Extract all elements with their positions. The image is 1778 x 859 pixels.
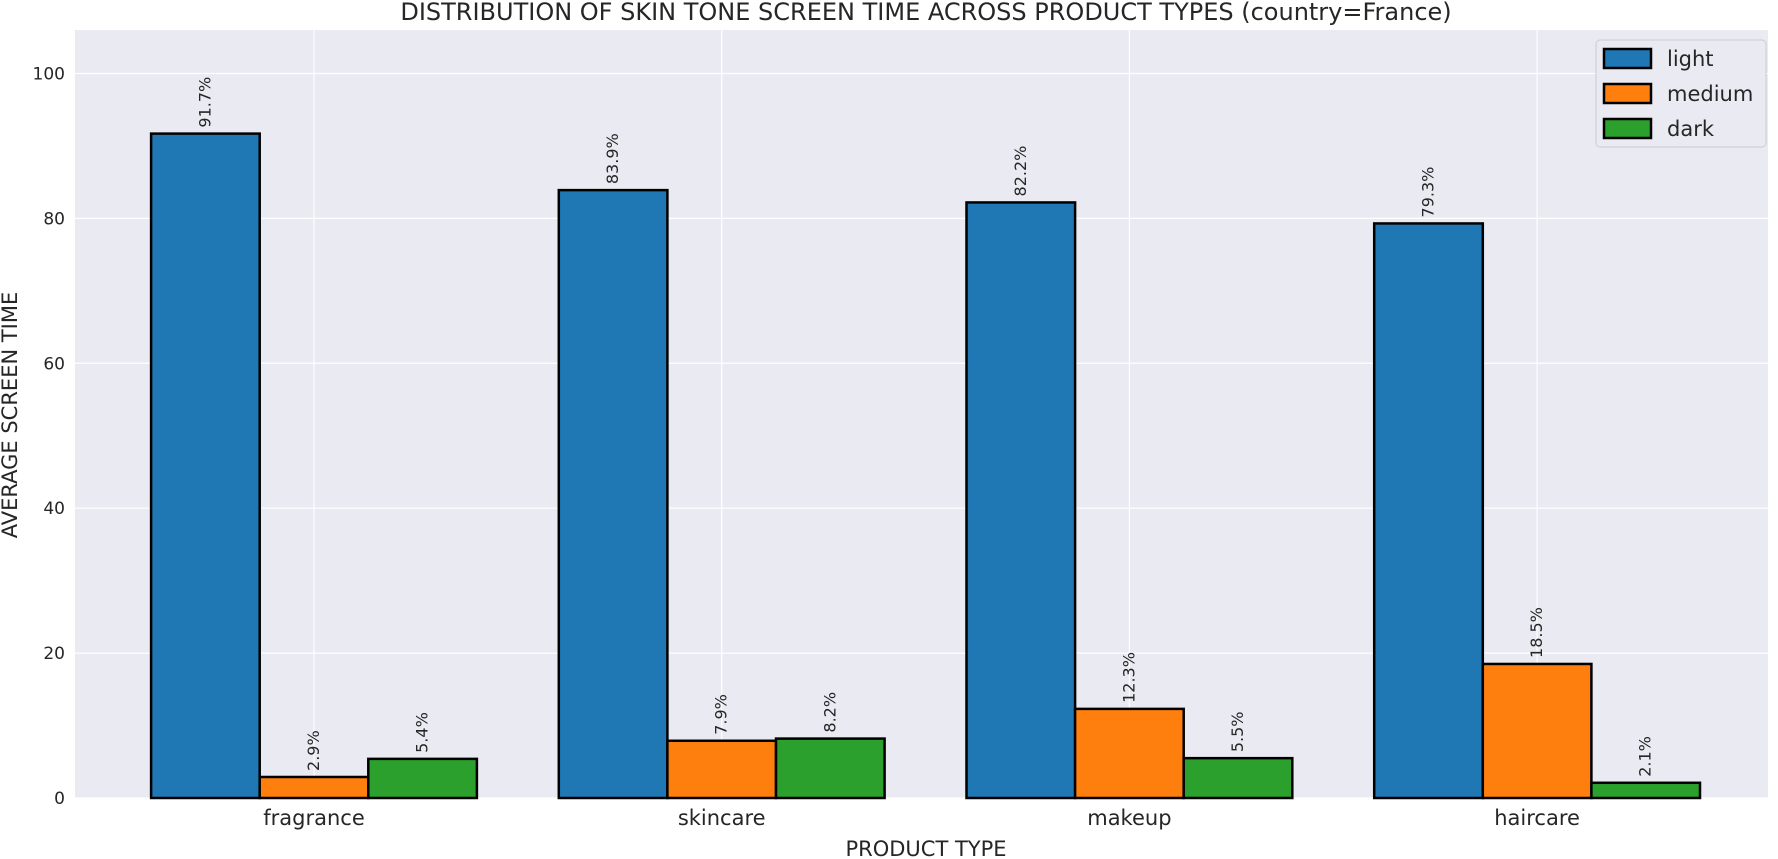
bar-dark-fragrance — [367, 757, 479, 800]
chart-title: DISTRIBUTION OF SKIN TONE SCREEN TIME AC… — [400, 0, 1451, 26]
legend-label-medium: medium — [1667, 82, 1753, 106]
bar-value-label: 2.9% — [304, 730, 323, 771]
y-tick-label: 40 — [43, 499, 65, 519]
bar-medium-haircare — [1481, 662, 1593, 800]
x-tick-label: skincare — [678, 806, 766, 830]
x-tick-label: makeup — [1087, 806, 1171, 830]
bar-value-label: 91.7% — [195, 77, 214, 128]
bar-medium-fragrance — [258, 775, 370, 800]
x-axis-label: PRODUCT TYPE — [845, 837, 1006, 859]
y-tick-label: 100 — [33, 64, 65, 84]
y-tick-label: 80 — [43, 209, 65, 229]
y-axis-ticks: 0 20 40 60 80 100 — [33, 64, 65, 809]
legend-swatch-medium — [1602, 82, 1653, 105]
legend-swatch-dark — [1602, 117, 1653, 140]
bar-value-label: 79.3% — [1419, 167, 1438, 218]
bar-dark-makeup — [1182, 756, 1294, 800]
bar-value-label: 12.3% — [1119, 652, 1138, 703]
bar-value-label: 83.9% — [603, 133, 622, 184]
y-tick-label: 0 — [54, 789, 65, 809]
bar-value-label: 18.5% — [1527, 607, 1546, 658]
bar-value-label: 7.9% — [712, 694, 731, 735]
legend-label-dark: dark — [1667, 117, 1715, 141]
y-axis-label: AVERAGE SCREEN TIME — [0, 292, 22, 539]
bar-value-label: 5.4% — [413, 712, 432, 753]
legend-label-light: light — [1667, 47, 1714, 71]
x-tick-label: fragrance — [263, 806, 365, 830]
bar-light-haircare — [1372, 222, 1485, 800]
bar-value-label: 5.5% — [1228, 711, 1247, 752]
bar-light-makeup — [965, 201, 1077, 800]
bar-light-skincare — [557, 188, 669, 800]
bar-dark-skincare — [774, 737, 886, 800]
bars — [149, 132, 1702, 800]
x-axis-ticks: fragrance skincare makeup haircare — [263, 806, 1580, 830]
y-tick-label: 20 — [43, 644, 65, 664]
bar-medium-makeup — [1073, 707, 1185, 800]
x-tick-label: haircare — [1494, 806, 1580, 830]
legend: light medium dark — [1595, 39, 1767, 148]
y-tick-label: 60 — [43, 354, 65, 374]
bar-value-label: 82.2% — [1011, 146, 1030, 197]
bar-value-label: 2.1% — [1636, 736, 1655, 777]
bar-light-fragrance — [149, 132, 261, 800]
legend-swatch-light — [1602, 47, 1653, 70]
bar-value-label: 8.2% — [820, 692, 839, 733]
bar-medium-skincare — [666, 739, 778, 800]
bar-labels: 91.7% 83.9% 82.2% 79.3% 2.9% 7.9% 12.3% 18.5% 5.… — [195, 77, 1654, 777]
bar-dark-haircare — [1590, 781, 1702, 800]
